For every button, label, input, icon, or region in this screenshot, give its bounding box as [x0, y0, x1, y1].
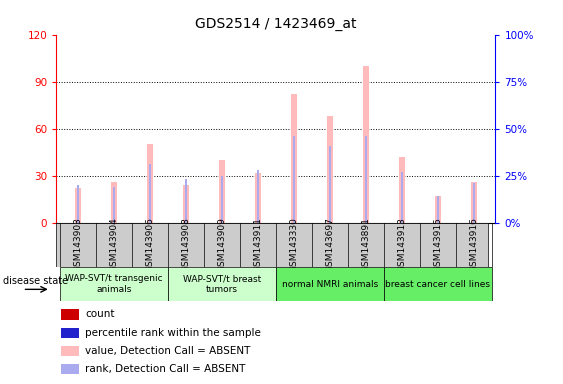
Bar: [185, 179, 187, 223]
Text: WAP-SVT/t transgenic
animals: WAP-SVT/t transgenic animals: [65, 275, 163, 294]
Bar: [75, 188, 81, 223]
Text: GSM143915: GSM143915: [434, 217, 443, 272]
Text: count: count: [85, 310, 114, 319]
Text: breast cancer cell lines: breast cancer cell lines: [385, 280, 490, 289]
Bar: [61, 328, 79, 338]
Bar: [254, 172, 261, 223]
Bar: [149, 164, 151, 223]
Bar: [111, 182, 117, 223]
Bar: [60, 267, 168, 301]
Bar: [168, 267, 276, 301]
Text: percentile rank within the sample: percentile rank within the sample: [85, 328, 261, 338]
Bar: [399, 157, 405, 223]
Text: GSM143909: GSM143909: [217, 217, 226, 272]
Bar: [472, 183, 475, 223]
Bar: [257, 170, 259, 223]
Bar: [435, 196, 441, 223]
Text: GSM143697: GSM143697: [325, 217, 334, 272]
Bar: [471, 182, 477, 223]
Bar: [365, 136, 367, 223]
Bar: [146, 144, 153, 223]
Text: value, Detection Call = ABSENT: value, Detection Call = ABSENT: [85, 346, 251, 356]
Bar: [61, 364, 79, 374]
Text: GSM143906: GSM143906: [145, 217, 154, 272]
Text: normal NMRI animals: normal NMRI animals: [282, 280, 378, 289]
Title: GDS2514 / 1423469_at: GDS2514 / 1423469_at: [195, 17, 356, 31]
Bar: [61, 346, 79, 356]
Bar: [221, 176, 223, 223]
Bar: [218, 160, 225, 223]
Text: GSM143903: GSM143903: [73, 217, 82, 272]
Bar: [291, 94, 297, 223]
Bar: [329, 146, 331, 223]
Bar: [401, 172, 403, 223]
Bar: [293, 136, 295, 223]
Bar: [436, 196, 439, 223]
Bar: [327, 116, 333, 223]
Text: rank, Detection Call = ABSENT: rank, Detection Call = ABSENT: [85, 364, 245, 374]
Bar: [77, 185, 79, 223]
Bar: [113, 187, 115, 223]
Text: GSM143908: GSM143908: [181, 217, 190, 272]
Bar: [363, 66, 369, 223]
Bar: [182, 185, 189, 223]
Text: GSM143913: GSM143913: [397, 217, 406, 272]
Text: WAP-SVT/t breast
tumors: WAP-SVT/t breast tumors: [183, 275, 261, 294]
Bar: [384, 267, 492, 301]
Text: GSM143911: GSM143911: [253, 217, 262, 272]
Bar: [61, 310, 79, 319]
Text: GSM143904: GSM143904: [109, 217, 118, 272]
Text: disease state: disease state: [3, 276, 68, 286]
Bar: [276, 267, 384, 301]
Text: GSM143916: GSM143916: [470, 217, 479, 272]
Text: GSM143891: GSM143891: [361, 217, 370, 272]
Text: GSM143330: GSM143330: [289, 217, 298, 272]
